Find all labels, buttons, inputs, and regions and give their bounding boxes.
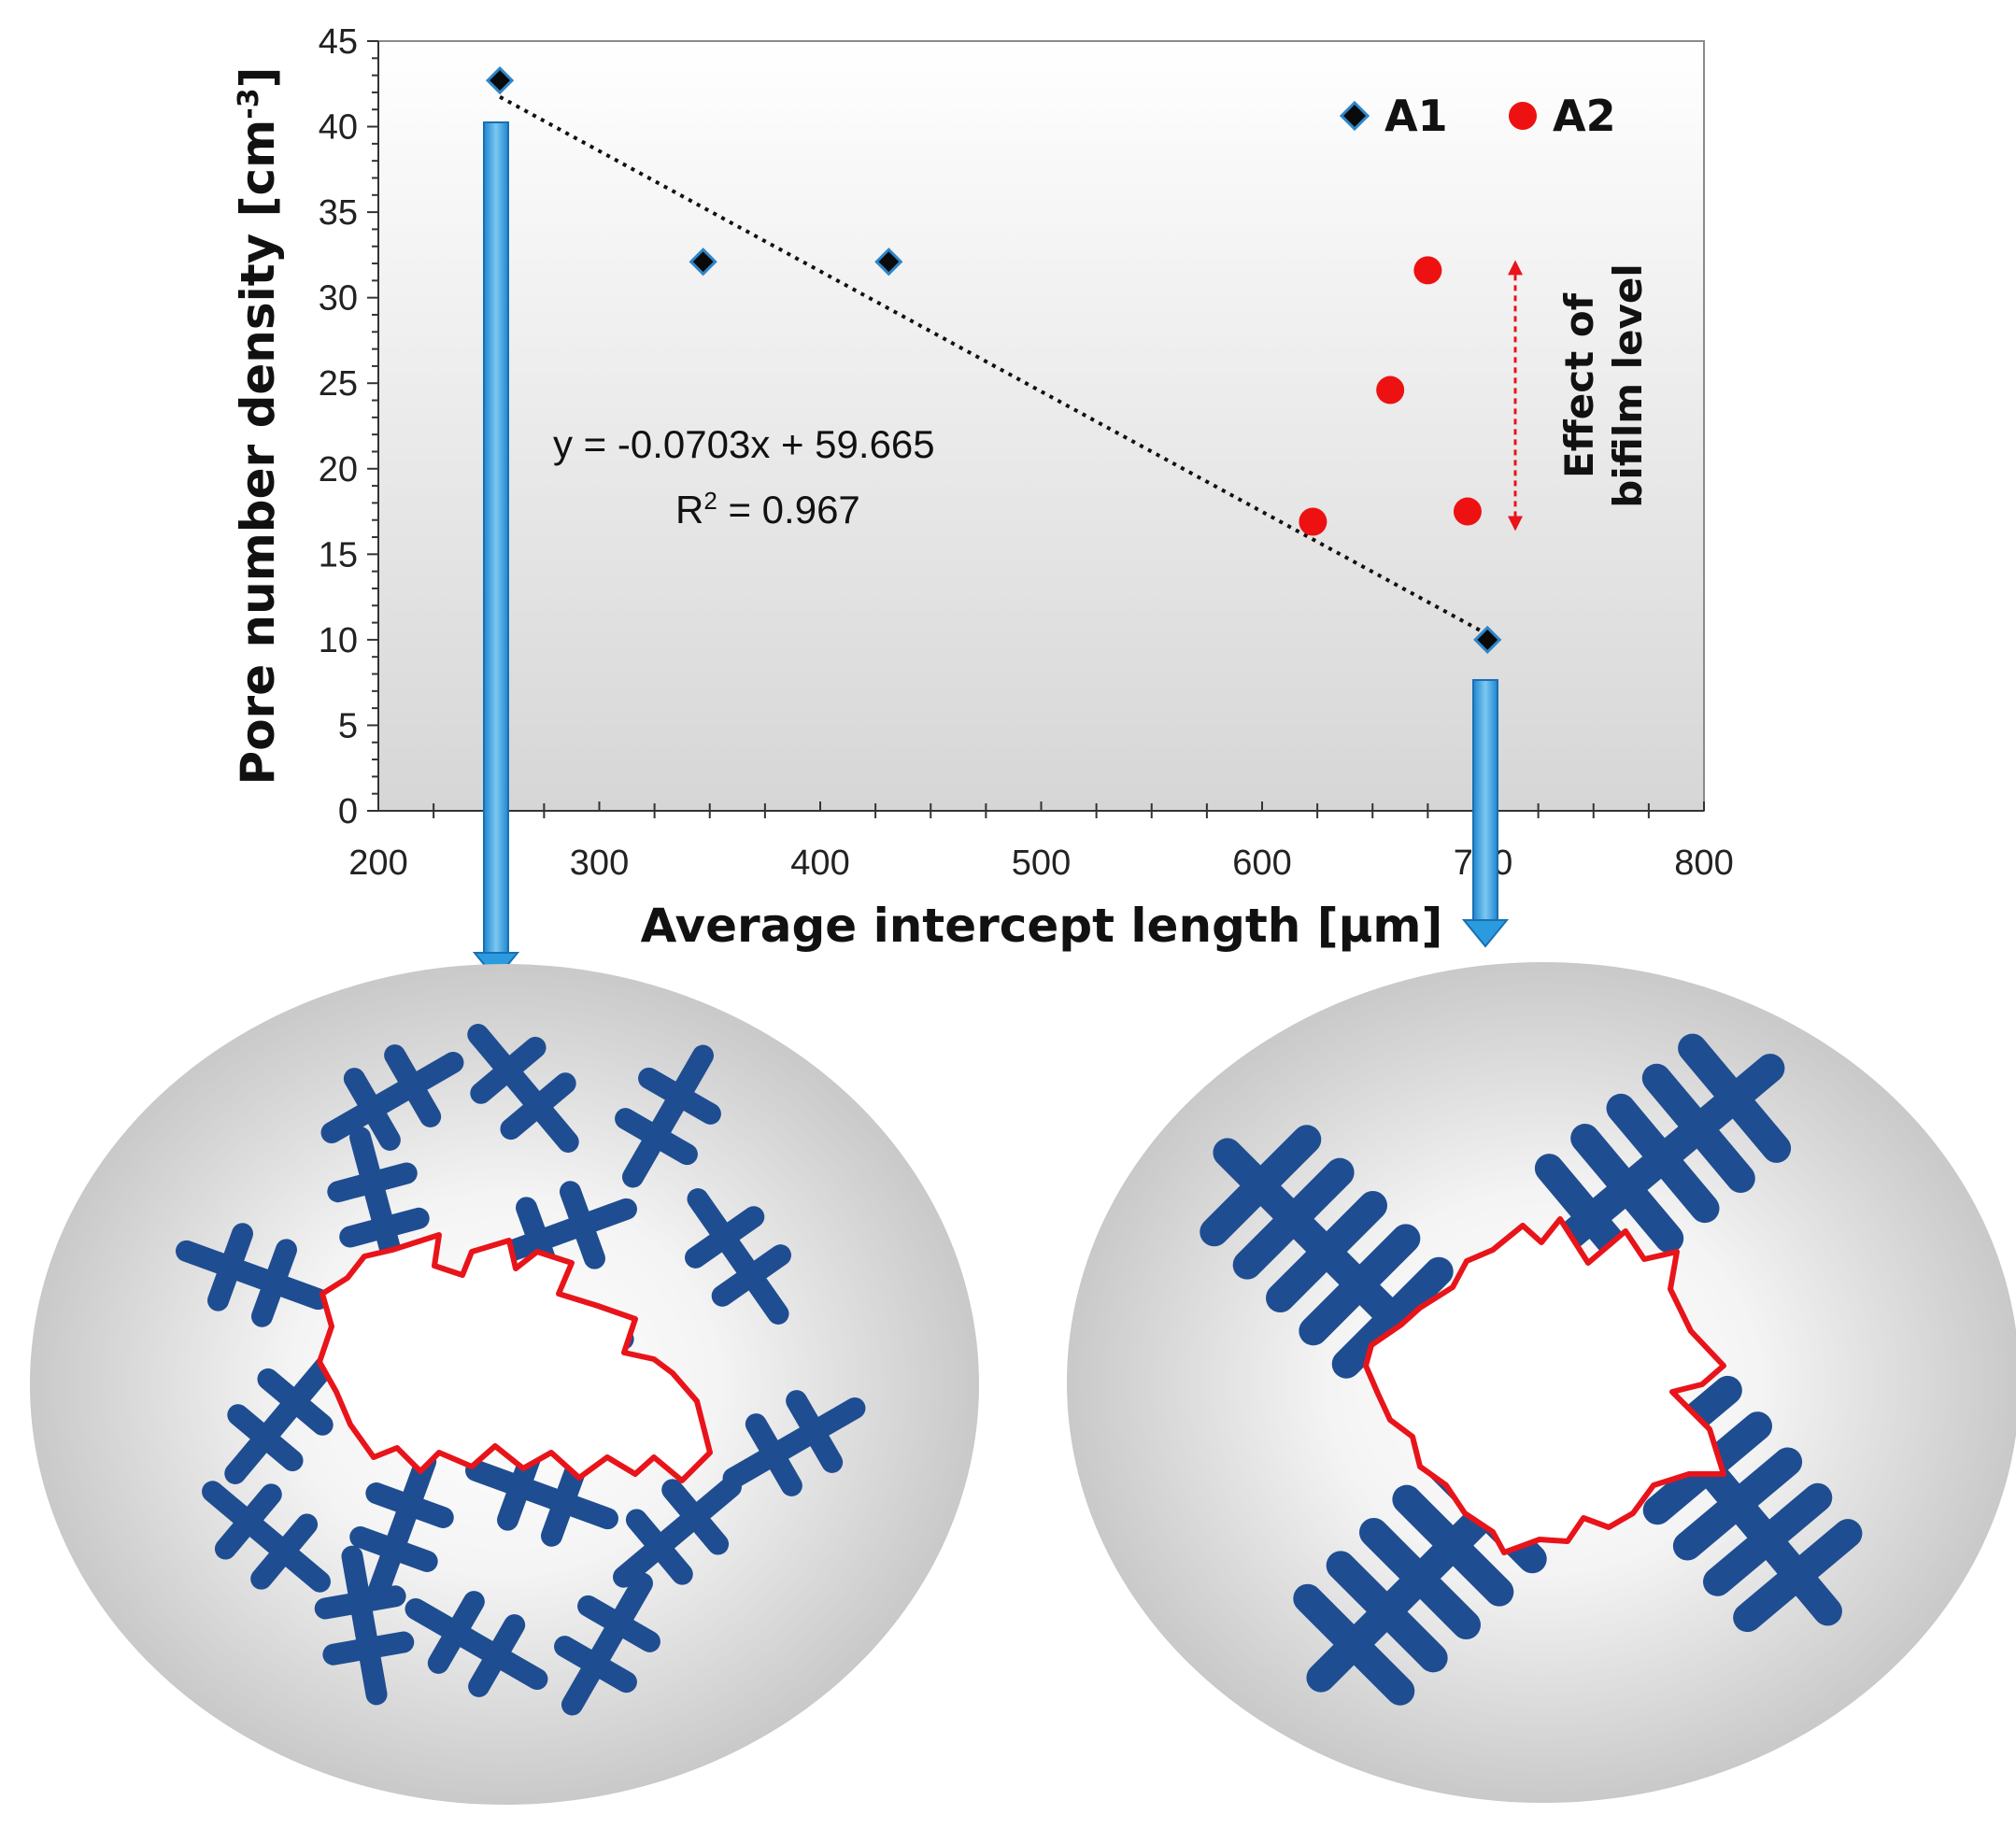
coarse-grain-illustration bbox=[1067, 962, 2016, 1803]
legend-a1-label: A1 bbox=[1384, 91, 1448, 141]
y-tick-label: 15 bbox=[319, 535, 358, 574]
point-a2 bbox=[1413, 256, 1442, 285]
x-tick-label: 400 bbox=[790, 844, 849, 883]
point-a1 bbox=[689, 248, 717, 276]
arrow-right bbox=[1461, 679, 1510, 948]
pore-fine-grain bbox=[317, 1232, 713, 1483]
trendline-path bbox=[499, 94, 1489, 636]
y-axis-title: Pore number density [cm-3] bbox=[231, 67, 285, 786]
dendrite-coarse bbox=[1200, 1125, 1454, 1379]
y-tick-label: 25 bbox=[319, 364, 358, 404]
dendrite-fine bbox=[202, 1481, 331, 1593]
dendrite-coarse bbox=[1534, 1033, 1792, 1283]
y-tick-label: 10 bbox=[319, 621, 358, 660]
trendline-r2: R2 = 0.967 bbox=[675, 487, 860, 532]
dendrite-fine bbox=[613, 1476, 742, 1588]
legend-a2-label: A2 bbox=[1553, 91, 1616, 141]
dendrite-fine bbox=[615, 1044, 721, 1188]
dendrite-fine bbox=[405, 1591, 548, 1697]
bifilm-annotation bbox=[1508, 260, 1523, 532]
x-tick-label: 300 bbox=[570, 844, 629, 883]
point-a1 bbox=[874, 248, 903, 276]
dendrite-fine bbox=[722, 1390, 866, 1496]
x-tick-label: 200 bbox=[348, 844, 407, 883]
data-points bbox=[485, 65, 1502, 655]
x-tick-label: 500 bbox=[1012, 844, 1071, 883]
dendrite-fine bbox=[349, 1451, 454, 1604]
dendrite-fine bbox=[685, 1188, 791, 1325]
annotation-arrowhead-down bbox=[1508, 516, 1523, 532]
x-tick-label: 600 bbox=[1232, 844, 1291, 883]
scatter-chart: 200300400500600700800051015202530354045 … bbox=[231, 22, 1734, 953]
dendrite-fine bbox=[320, 1044, 464, 1151]
y-tick-label: 45 bbox=[319, 22, 358, 62]
fine-grain-illustration bbox=[30, 964, 979, 1805]
legend-a1-marker bbox=[1339, 100, 1370, 132]
dendrite-fine bbox=[467, 1024, 579, 1153]
y-tick-label: 30 bbox=[319, 279, 358, 319]
annotation-line2: bifilm level bbox=[1605, 263, 1651, 508]
y-tick-label: 5 bbox=[338, 706, 358, 745]
dendrite-fine bbox=[554, 1572, 660, 1716]
y-tick-label: 0 bbox=[338, 792, 358, 831]
y-tick-label: 40 bbox=[319, 108, 358, 148]
arrow-left bbox=[472, 121, 520, 981]
legend-a2-marker bbox=[1509, 102, 1537, 130]
y-tick-label: 20 bbox=[319, 450, 358, 489]
point-a1 bbox=[1473, 625, 1502, 655]
annotation-arrowhead-up bbox=[1508, 260, 1523, 276]
trendline-equation: y = -0.0703x + 59.665 bbox=[553, 422, 935, 466]
y-tick-label: 35 bbox=[319, 193, 358, 233]
trendline bbox=[499, 94, 1489, 636]
point-a2 bbox=[1453, 497, 1482, 526]
dendrite-fine bbox=[314, 1545, 415, 1706]
point-a1 bbox=[485, 65, 515, 95]
legend: A1 A2 bbox=[1339, 91, 1616, 141]
x-tick-label: 800 bbox=[1674, 844, 1733, 883]
dendrite-fine bbox=[176, 1223, 329, 1327]
point-a2 bbox=[1376, 376, 1405, 404]
pore-coarse-grain bbox=[1363, 1216, 1726, 1555]
dendrite-fine bbox=[224, 1355, 336, 1484]
annotation-line1: Effect of bbox=[1556, 292, 1602, 478]
point-a2 bbox=[1299, 507, 1327, 536]
x-axis-title: Average intercept length [µm] bbox=[641, 899, 1443, 953]
